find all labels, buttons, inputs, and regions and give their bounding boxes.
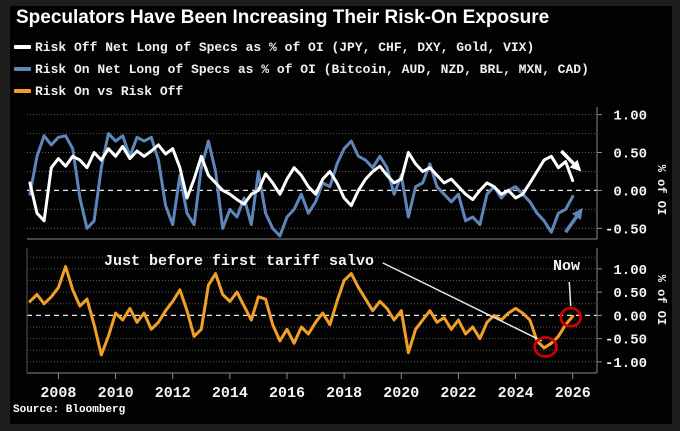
x-tick-label: 2020 — [383, 385, 419, 402]
risk-on-line — [28, 132, 575, 238]
source-label: Source: Bloomberg — [13, 404, 126, 416]
x-tick-label: 2010 — [98, 385, 134, 402]
tariff-pointer-line — [382, 262, 543, 342]
x-tick-label: 2026 — [555, 385, 591, 402]
legend-item-label: Risk Off Net Long of Specs as % of OI (J… — [35, 39, 535, 55]
x-tick-label: 2018 — [326, 385, 362, 402]
now-circle-icon — [559, 306, 583, 328]
legend-item-risk-on: Risk On Net Long of Specs as % of OI (Bi… — [14, 58, 589, 80]
y-tick-label: 0.00 — [613, 309, 647, 325]
x-tick-label: 2012 — [155, 385, 191, 402]
y-tick-label: 1.00 — [613, 109, 647, 125]
risk-off-line-swatch-icon — [14, 45, 31, 49]
y-axis-title: % of OI — [654, 165, 668, 215]
y-tick-label: 0.50 — [613, 286, 647, 302]
risk-on-rising-arrow-head-icon — [571, 207, 583, 221]
y-tick-label: 1.00 — [613, 263, 647, 279]
x-tick-label: 2024 — [498, 385, 534, 402]
annotation-tariff-label: Just before first tariff salvo — [104, 253, 375, 270]
y-tick-label: -1.00 — [605, 356, 647, 372]
spread-line-swatch-icon — [14, 89, 31, 93]
x-tick-label: 2014 — [212, 385, 248, 402]
y-tick-label: -0.50 — [605, 222, 647, 238]
legend-item-spread: Risk On vs Risk Off — [14, 80, 589, 102]
risk-on-rising-arrow-icon — [564, 215, 578, 234]
chart-title: Speculators Have Been Increasing Their R… — [16, 7, 550, 28]
legend-item-risk-off: Risk Off Net Long of Specs as % of OI (J… — [14, 36, 589, 58]
risk-off-falling-arrow-head-icon — [569, 159, 582, 172]
x-tick-label: 2022 — [440, 385, 476, 402]
risk-on-line-swatch-icon — [14, 67, 31, 71]
x-tick-label: 2016 — [269, 385, 305, 402]
legend-item-label: Risk On vs Risk Off — [35, 83, 184, 99]
y-tick-label: -0.50 — [605, 333, 647, 349]
risk-off-line — [28, 143, 575, 223]
legend: Risk Off Net Long of Specs as % of OI (J… — [14, 36, 589, 102]
x-tick-label: 2008 — [40, 385, 76, 402]
y-axis-title: % of OI — [654, 275, 668, 325]
tariff-circle-icon — [533, 336, 558, 358]
risk-off-falling-arrow-icon — [559, 149, 575, 165]
y-tick-label: 0.50 — [613, 147, 647, 163]
y-tick-label: 0.00 — [613, 184, 647, 200]
risk-on-vs-risk-off-line — [28, 265, 575, 357]
chart-background — [10, 6, 672, 424]
now-pointer-line — [568, 281, 572, 307]
annotation-now-label: Now — [553, 258, 581, 275]
legend-item-label: Risk On Net Long of Specs as % of OI (Bi… — [35, 61, 589, 77]
